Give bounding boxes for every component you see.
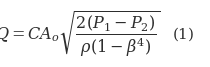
- Text: $Q = CA_o\sqrt{\dfrac{2(P_1 - P_2)}{\rho(1 - \beta^4)}}$: $Q = CA_o\sqrt{\dfrac{2(P_1 - P_2)}{\rho…: [0, 9, 161, 59]
- Text: $(1)$: $(1)$: [172, 25, 194, 43]
